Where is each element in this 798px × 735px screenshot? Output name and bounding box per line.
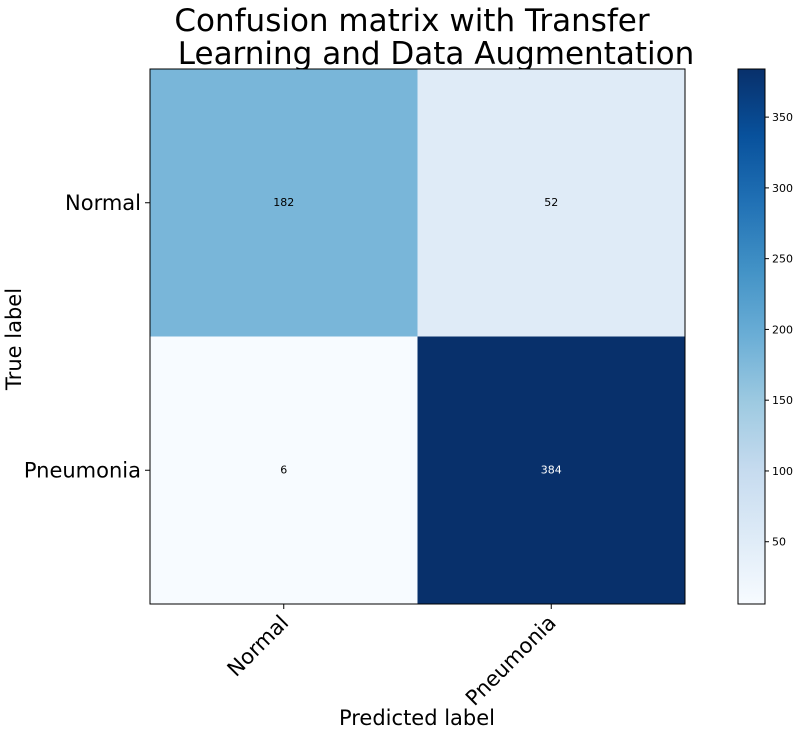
x-tick-label: Normal	[223, 611, 294, 682]
colorbar-tick-label: 50	[772, 536, 786, 549]
colorbar-tick-label: 100	[772, 465, 793, 478]
y-tick-label: Pneumonia	[24, 458, 141, 482]
colorbar-tick-label: 250	[772, 253, 793, 266]
colorbar-tick-label: 300	[772, 182, 793, 195]
colorbar-tick-label: 200	[772, 323, 793, 336]
colorbar-tick-label: 350	[772, 111, 793, 124]
y-tick-label: Normal	[65, 191, 141, 215]
x-tick-label: Pneumonia	[461, 611, 561, 711]
heatmap-cell-labels: 182 52 6 384	[273, 196, 562, 477]
cell-value-label: 52	[544, 196, 558, 209]
heatmap-cell	[150, 336, 418, 605]
cell-value-label: 6	[280, 463, 287, 476]
colorbar-ticks: 50 100 150 200 250 300 350	[765, 111, 793, 549]
colorbar-tick-label: 150	[772, 394, 793, 407]
chart-title-line-1: Confusion matrix with Transfer	[174, 3, 649, 39]
y-axis-label: True label	[2, 288, 26, 391]
cell-value-label: 182	[273, 196, 294, 209]
heatmap-cells	[150, 69, 686, 605]
plot-frame	[149, 68, 686, 605]
colorbar	[737, 68, 766, 605]
cell-value-label: 384	[541, 463, 562, 476]
heatmap-cell	[417, 336, 686, 605]
heatmap-cell	[417, 69, 686, 337]
x-axis-label: Predicted label	[339, 706, 495, 730]
chart-title-line-2: Learning and Data Augmentation	[178, 36, 694, 72]
y-axis-ticks: Normal Pneumonia	[24, 191, 150, 482]
x-axis-ticks: Normal Pneumonia	[223, 604, 561, 710]
heatmap-cell	[150, 69, 418, 337]
